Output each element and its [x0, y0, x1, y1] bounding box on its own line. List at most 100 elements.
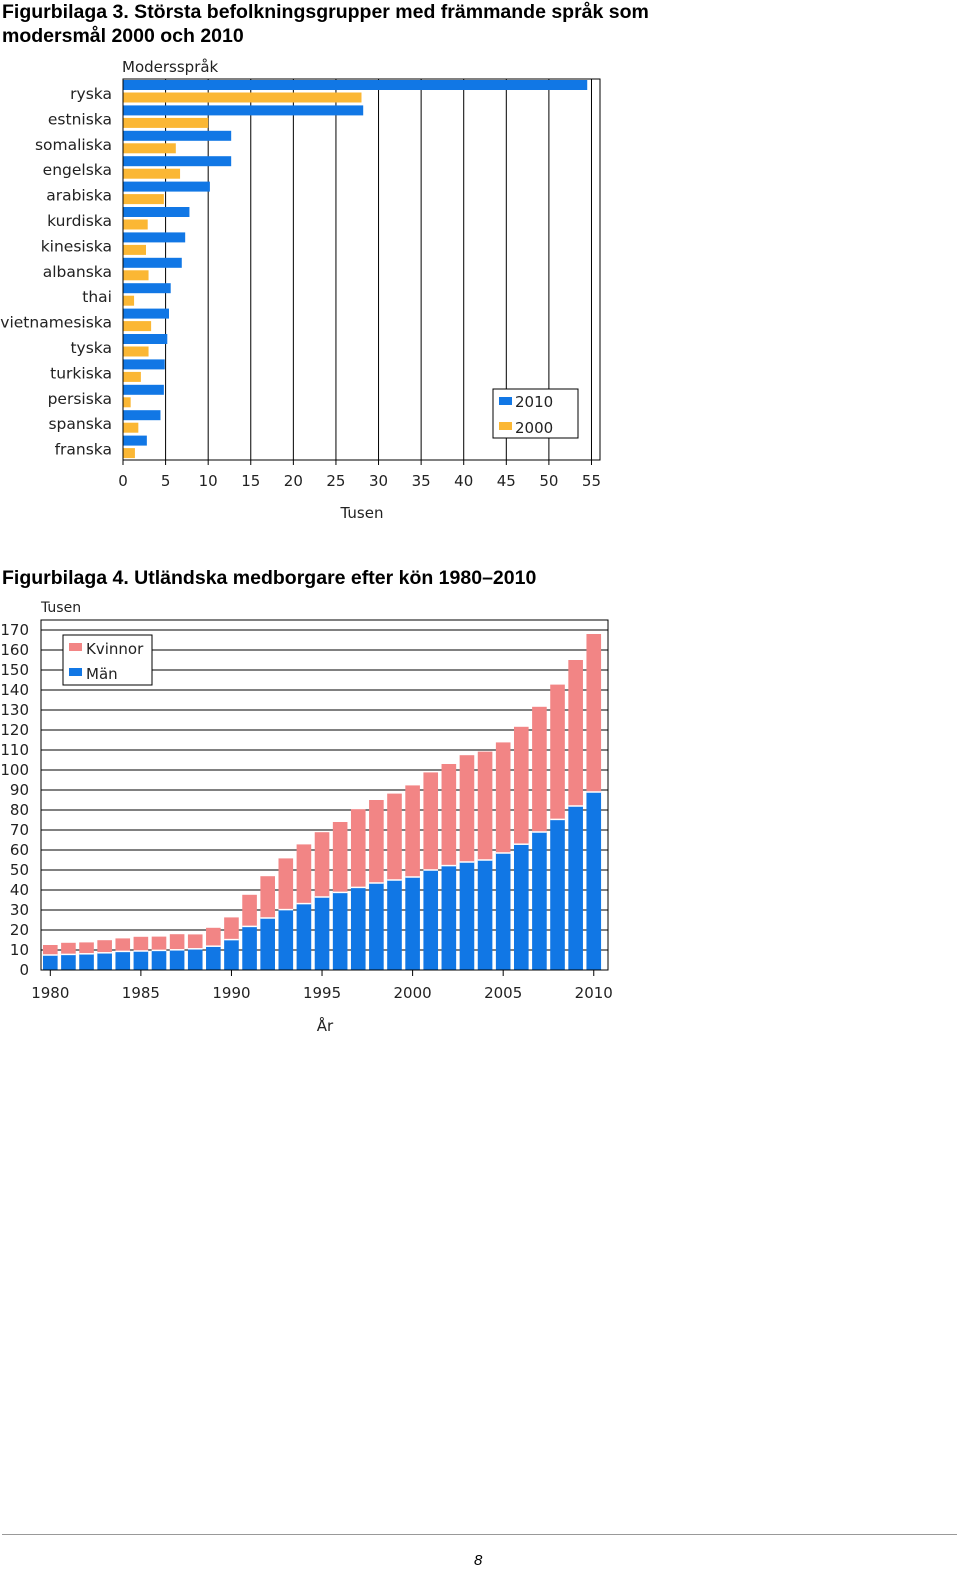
bar-series — [123, 80, 588, 459]
bar-kvinnor-1991 — [242, 894, 257, 927]
y-tick-label: 60 — [10, 841, 29, 859]
y-tick-labels: 0 10 20 30 40 50 60 70 80 90 100 110 120 130 140 150 160… — [0, 621, 29, 979]
bar-man-1999 — [387, 880, 402, 970]
bar-2000-spanska — [123, 422, 139, 433]
bar-kvinnor-1990 — [224, 917, 239, 940]
bar-man-1990 — [224, 939, 239, 970]
bar-man-2003 — [459, 862, 475, 970]
bar-man-1998 — [369, 883, 384, 970]
legend-label-2010: 2010 — [515, 393, 553, 411]
y-tick-label: 120 — [0, 721, 29, 739]
language-bar-chart: ryska estniska somaliska engelska arabiska ku… — [0, 58, 601, 522]
category-label: ryska — [70, 85, 112, 103]
legend-swatch-man — [69, 668, 82, 676]
bar-man-1980 — [43, 955, 58, 970]
bar-man-2000 — [405, 877, 420, 970]
x-tick-label: 2010 — [575, 984, 613, 1002]
legend-label-man: Män — [86, 665, 118, 683]
bar-man-1996 — [332, 892, 348, 970]
category-labels: ryska estniska somaliska engelska arabiska ku… — [0, 85, 112, 459]
bar-kvinnor-2007 — [532, 706, 547, 832]
category-label: tyska — [70, 339, 112, 357]
bar-kvinnor-1982 — [79, 942, 94, 954]
category-label: turkiska — [50, 364, 112, 382]
x-tick-label: 25 — [326, 472, 345, 490]
bar-kvinnor-1981 — [61, 942, 76, 955]
legend-swatch-2000 — [499, 422, 512, 430]
x-axis-title: År — [317, 1016, 334, 1035]
bar-kvinnor-1983 — [97, 940, 112, 953]
x-tick-label: 1980 — [31, 984, 69, 1002]
x-axis-title: Tusen — [340, 504, 384, 522]
x-tick-label: 2000 — [394, 984, 432, 1002]
y-tick-label: 50 — [10, 861, 29, 879]
bar-man-1985 — [133, 951, 149, 970]
legend-label-2000: 2000 — [515, 419, 553, 437]
bar-man-2010 — [586, 792, 602, 970]
bar-man-1987 — [169, 949, 185, 970]
bar-man-1984 — [115, 951, 131, 970]
bar-kvinnor-2009 — [568, 660, 583, 806]
bar-man-1995 — [314, 897, 330, 970]
bar-2010-kinesiska — [123, 232, 186, 243]
bar-2000-estniska — [123, 117, 209, 128]
bar-man-2008 — [550, 819, 565, 970]
bar-man-1982 — [79, 953, 94, 970]
bar-kvinnor-2003 — [459, 755, 475, 862]
figure-4-title: Figurbilaga 4. Utländska medborgare efte… — [2, 567, 537, 589]
category-label: persiska — [48, 390, 112, 408]
legend-label-kvinnor: Kvinnor — [86, 640, 144, 658]
bar-man-1993 — [278, 909, 294, 970]
x-tick-label: 35 — [412, 472, 431, 490]
bar-kvinnor-1987 — [169, 934, 185, 950]
x-tick-labels: 0 5 10 15 20 25 30 35 40 45 50 55 — [118, 472, 601, 490]
bar-kvinnor-1992 — [260, 876, 275, 918]
legend: 2010 2000 — [492, 388, 579, 439]
bar-man-2004 — [477, 860, 493, 970]
bar-kvinnor-2006 — [513, 726, 529, 845]
x-tick-label: 45 — [497, 472, 516, 490]
bar-kvinnor-2002 — [441, 764, 457, 866]
category-label: estniska — [48, 110, 112, 128]
category-label: arabiska — [46, 187, 112, 205]
bar-kvinnor-2000 — [405, 785, 420, 877]
x-tick-label: 30 — [369, 472, 388, 490]
bar-man-1981 — [61, 954, 76, 970]
bar-kvinnor-1984 — [115, 938, 131, 952]
category-label: kinesiska — [41, 237, 112, 255]
bar-2010-engelska — [123, 156, 232, 167]
y-tick-label: 170 — [0, 621, 29, 639]
y-tick-label: 140 — [0, 681, 29, 699]
axes — [40, 620, 608, 976]
y-tick-label: 110 — [0, 741, 29, 759]
bar-2010-ryska — [123, 80, 588, 90]
y-tick-label: 0 — [19, 961, 29, 979]
bar-man-1983 — [97, 952, 112, 970]
bar-2000-albanska — [123, 270, 149, 281]
bar-kvinnor-1993 — [278, 858, 294, 910]
bar-man-2005 — [495, 853, 511, 970]
bar-kvinnor-1994 — [296, 844, 312, 904]
category-label: spanska — [48, 415, 112, 433]
bar-2010-albanska — [123, 257, 182, 268]
bar-2010-arabiska — [123, 181, 210, 192]
y-tick-label: 10 — [10, 941, 29, 959]
y-tick-label: 130 — [0, 701, 29, 719]
bar-2010-turkiska — [123, 359, 165, 370]
y-tick-label: 70 — [10, 821, 29, 839]
x-tick-label: 10 — [199, 472, 218, 490]
grid-lines — [122, 78, 601, 461]
x-tick-labels: 1980 1985 1990 1995 2000 2005 2010 — [31, 984, 613, 1002]
x-tick-label: 1990 — [212, 984, 250, 1002]
legend-swatch-2010 — [499, 397, 512, 405]
category-label: somaliska — [35, 136, 112, 154]
bar-kvinnor-1999 — [387, 793, 402, 880]
bar-2000-engelska — [123, 168, 181, 179]
bar-kvinnor-1997 — [350, 809, 366, 888]
bar-man-2007 — [532, 832, 547, 970]
bar-man-1989 — [206, 946, 221, 970]
y-axis-title: Modersspråk — [122, 58, 219, 76]
y-tick-label: 40 — [10, 881, 29, 899]
y-tick-label: 20 — [10, 921, 29, 939]
y-tick-label: 160 — [0, 641, 29, 659]
